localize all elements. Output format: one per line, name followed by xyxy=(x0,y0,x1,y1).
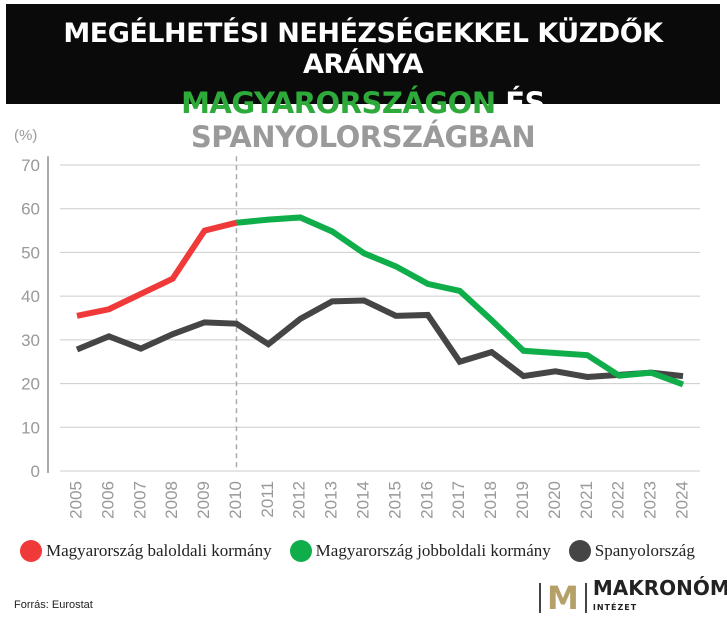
legend-item-left: Magyarország baloldali kormány xyxy=(20,540,272,562)
x-tick-label: 2008 xyxy=(162,481,181,519)
x-tick-label: 2005 xyxy=(66,481,85,519)
x-tick-label: 2010 xyxy=(226,481,245,519)
legend-dot xyxy=(20,540,42,562)
x-tick-label: 2016 xyxy=(417,481,436,519)
title-spain: SPANYOLORSZÁGBAN xyxy=(190,120,536,154)
x-tick-label: 2021 xyxy=(577,481,596,519)
title-hungary: MAGYARORSZÁGON xyxy=(181,86,496,120)
y-tick-label: 40 xyxy=(21,287,40,306)
x-tick-label: 2023 xyxy=(641,481,660,519)
title-and: ÉS xyxy=(505,86,545,120)
y-tick-label: 30 xyxy=(21,331,40,350)
x-tick-label: 2018 xyxy=(481,481,500,519)
x-tick-label: 2017 xyxy=(449,481,468,519)
logo-mark: M xyxy=(547,579,579,617)
y-tick-label: 0 xyxy=(31,462,40,481)
title-line1: MEGÉLHETÉSI NEHÉZSÉGEKKEL KÜZDŐK ARÁNYA xyxy=(63,18,663,80)
legend-label: Magyarország baloldali kormány xyxy=(46,541,272,560)
y-tick-label: 10 xyxy=(21,418,40,437)
line-chart: (%) 0 10 20 30 40 50 60 70 2005 2006 2007 2008 2009 20… xyxy=(14,127,700,519)
x-tick-label: 2014 xyxy=(354,481,373,519)
y-axis-label: (%) xyxy=(14,127,37,144)
logo-name: MAKRONÓM INTÉZET xyxy=(592,576,727,612)
x-tick-label: 2013 xyxy=(322,481,341,519)
legend-dot xyxy=(568,540,591,562)
y-tick-label: 50 xyxy=(21,243,40,262)
legend-label: Spanyolország xyxy=(594,541,695,560)
source-note: Forrás: Eurostat xyxy=(14,599,93,611)
series-line-1 xyxy=(236,214,685,388)
y-tick-label: 60 xyxy=(21,200,40,219)
x-tick-label: 2009 xyxy=(194,481,213,519)
x-tick-label: 2022 xyxy=(609,481,628,519)
title-banner: MEGÉLHETÉSI NEHÉZSÉGEKKEL KÜZDŐK ARÁNYA … xyxy=(6,4,720,154)
x-tick-label: 2012 xyxy=(290,481,309,519)
x-tick-label: 2011 xyxy=(258,481,277,518)
x-tick-label: 2020 xyxy=(545,481,564,519)
y-tick-label: 70 xyxy=(21,156,40,175)
legend-item-spain: Spanyolország xyxy=(568,540,695,562)
legend-dot xyxy=(289,540,312,562)
legend-label: Magyarország jobboldali kormány xyxy=(315,541,551,560)
x-tick-label: 2019 xyxy=(513,481,532,519)
x-tick-label: 2015 xyxy=(385,481,404,519)
logo: M MAKRONÓM INTÉZET xyxy=(533,578,727,618)
legend-item-right: Magyarország jobboldali kormány xyxy=(289,540,551,562)
x-tick-label: 2024 xyxy=(672,481,691,519)
x-tick-label: 2007 xyxy=(130,481,149,519)
x-tick-label: 2006 xyxy=(98,481,117,519)
series-line-2 xyxy=(75,297,684,381)
series-line-0 xyxy=(76,219,238,319)
title-line2: MAGYARORSZÁGON ÉS SPANYOLORSZÁGBAN xyxy=(6,86,720,154)
legend: Magyarország baloldali kormány Magyarors… xyxy=(20,540,713,562)
y-tick-label: 20 xyxy=(21,375,40,394)
